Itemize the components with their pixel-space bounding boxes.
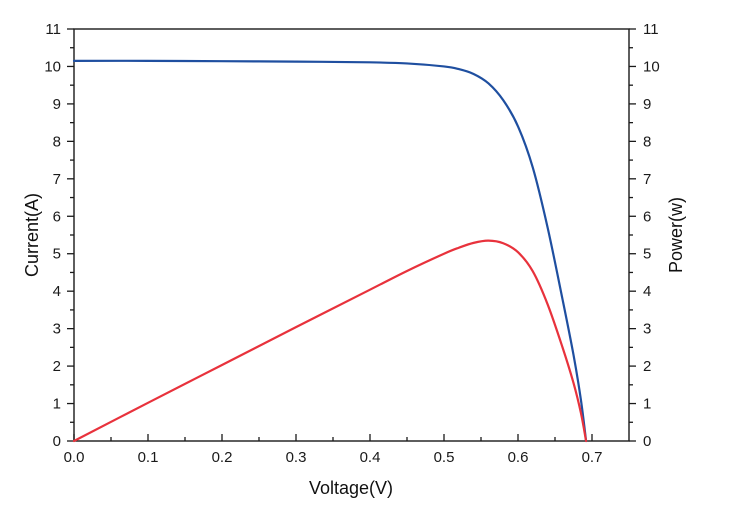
y2-axis-title: Power(w) [666,197,686,273]
y-tick-label: 1 [53,396,61,413]
y2-tick-label: 3 [643,321,651,338]
y2-tick-label: 10 [643,58,660,75]
x-tick-label: 0.7 [582,449,603,466]
y2-tick-label: 4 [643,283,651,300]
y-tick-label: 10 [44,58,61,75]
y2-tick-label: 6 [643,208,651,225]
y-tick-label: 8 [53,133,61,150]
x-tick-label: 0.1 [138,449,159,466]
y2-tick-label: 5 [643,246,651,263]
x-tick-label: 0.5 [434,449,455,466]
x-tick-label: 0.3 [286,449,307,466]
x-tick-label: 0.4 [360,449,381,466]
y2-tick-label: 1 [643,396,651,413]
y2-tick-label: 9 [643,96,651,113]
y2-tick-label: 2 [643,358,651,375]
y2-tick-label: 0 [643,433,651,450]
y-tick-label: 4 [53,283,61,300]
y-tick-label: 6 [53,208,61,225]
x-tick-label: 0.6 [508,449,529,466]
y-tick-label: 5 [53,246,61,263]
y-axis-title: Current(A) [22,193,42,277]
x-tick-label: 0.2 [212,449,233,466]
y2-tick-label: 11 [643,21,659,38]
ticks-layer: 0.0 0.1 0.2 0.3 0.4 0.5 0.6 0.70123456789101101… [44,21,659,466]
y-tick-label: 7 [53,171,61,188]
y-tick-label: 0 [53,433,61,450]
plot-frame [73,28,630,442]
y2-tick-label: 7 [643,171,651,188]
x-tick-label: 0.0 [64,449,85,466]
y-tick-label: 2 [53,358,61,375]
y-tick-label: 3 [53,321,61,338]
y2-tick-label: 8 [643,133,651,150]
y-tick-label: 9 [53,96,61,113]
current-series-line [72,59,588,443]
power-series-line [72,239,588,443]
x-axis-title: Voltage(V) [309,478,393,498]
lines-layer [72,59,588,443]
y-tick-label: 11 [45,21,61,38]
